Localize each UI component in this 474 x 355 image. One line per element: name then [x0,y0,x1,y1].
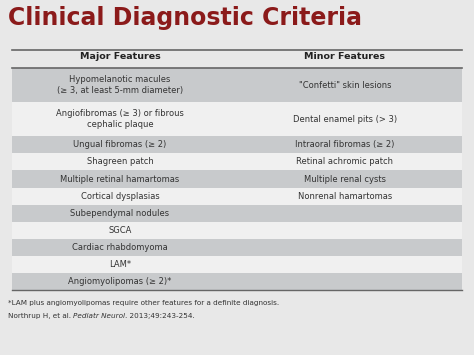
Text: Pediatr Neurol: Pediatr Neurol [73,313,125,319]
Text: Major Features: Major Features [80,52,160,61]
Bar [12,153,462,170]
Bar [12,256,462,273]
Text: LAM*: LAM* [109,260,131,269]
Text: Multiple renal cysts: Multiple renal cysts [304,175,386,184]
Bar [12,68,462,102]
Bar [12,204,462,222]
Text: . 2013;49:243-254.: . 2013;49:243-254. [125,313,195,319]
Bar [12,170,462,187]
Text: Intraoral fibromas (≥ 2): Intraoral fibromas (≥ 2) [295,140,395,149]
Text: SGCA: SGCA [109,226,132,235]
Text: Nonrenal hamartomas: Nonrenal hamartomas [298,192,392,201]
Bar [12,239,462,256]
Text: Shagreen patch: Shagreen patch [87,157,154,166]
Bar [12,222,462,239]
Text: Retinal achromic patch: Retinal achromic patch [297,157,393,166]
Text: Multiple retinal hamartomas: Multiple retinal hamartomas [60,175,180,184]
Text: Dental enamel pits (> 3): Dental enamel pits (> 3) [293,115,397,124]
Bar [12,273,462,290]
Text: Northrup H, et al.: Northrup H, et al. [8,313,73,319]
Text: *LAM plus angiomyolipomas require other features for a definite diagnosis.: *LAM plus angiomyolipomas require other … [8,300,279,306]
Text: Cortical dysplasias: Cortical dysplasias [81,192,159,201]
Text: Cardiac rhabdomyoma: Cardiac rhabdomyoma [72,243,168,252]
Text: Hypomelanotic macules
(≥ 3, at least 5-mm diameter): Hypomelanotic macules (≥ 3, at least 5-m… [57,75,183,95]
Text: Subependymal nodules: Subependymal nodules [71,209,170,218]
Text: Angiomyolipomas (≥ 2)*: Angiomyolipomas (≥ 2)* [68,277,172,286]
Text: "Confetti" skin lesions: "Confetti" skin lesions [299,81,391,89]
Bar [12,102,462,136]
Bar [12,187,462,204]
Text: Minor Features: Minor Features [304,52,385,61]
Text: Angiofibromas (≥ 3) or fibrous
cephalic plaque: Angiofibromas (≥ 3) or fibrous cephalic … [56,109,184,129]
Text: Ungual fibromas (≥ 2): Ungual fibromas (≥ 2) [73,140,167,149]
Text: Clinical Diagnostic Criteria: Clinical Diagnostic Criteria [8,6,362,30]
Bar [12,136,462,153]
